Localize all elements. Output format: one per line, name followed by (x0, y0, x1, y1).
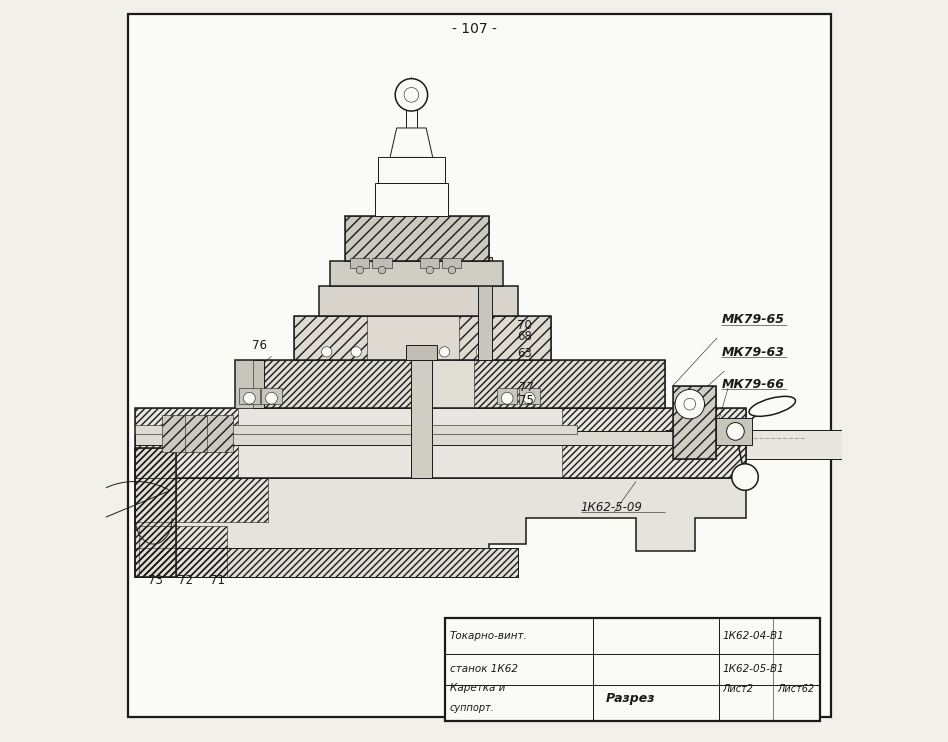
Text: 1К62-5-09: 1К62-5-09 (581, 501, 643, 513)
Text: 75: 75 (519, 394, 534, 407)
Text: МК79-63: МК79-63 (721, 346, 784, 359)
Circle shape (427, 266, 433, 274)
Circle shape (244, 393, 255, 404)
Bar (235, 360, 419, 408)
Bar (474, 360, 665, 408)
Polygon shape (390, 128, 432, 157)
Bar (519, 388, 539, 404)
Bar (406, 95, 417, 128)
Text: МК79-65: МК79-65 (721, 313, 784, 326)
Text: Лист2: Лист2 (722, 684, 754, 694)
Bar (294, 316, 367, 360)
Bar (673, 386, 716, 459)
Text: 1К62-04-В1: 1К62-04-В1 (722, 631, 784, 641)
Circle shape (395, 79, 428, 111)
Bar (350, 258, 370, 268)
Bar (162, 416, 189, 452)
Text: Каретка и: Каретка и (449, 683, 505, 693)
Text: 1К62-05-В1: 1К62-05-В1 (722, 664, 784, 674)
Text: 77: 77 (519, 381, 534, 395)
Circle shape (448, 266, 456, 274)
Bar (136, 408, 238, 478)
Bar (345, 217, 489, 260)
Circle shape (675, 390, 704, 419)
Bar (136, 448, 175, 577)
Bar (673, 386, 716, 459)
Text: 68: 68 (517, 330, 532, 343)
Bar (562, 408, 746, 478)
Bar (136, 478, 267, 522)
Circle shape (523, 393, 535, 404)
Polygon shape (235, 360, 264, 408)
Text: Разрез: Разрез (606, 692, 656, 705)
Circle shape (321, 347, 332, 357)
Bar (136, 430, 842, 459)
Bar (294, 316, 552, 360)
Bar (378, 157, 445, 183)
Bar (479, 257, 492, 360)
Bar (716, 418, 753, 444)
Bar (207, 416, 233, 452)
Ellipse shape (749, 396, 795, 416)
Circle shape (404, 88, 419, 102)
Text: МК79-66: МК79-66 (721, 378, 784, 391)
Text: 72: 72 (178, 574, 193, 588)
Bar (136, 424, 577, 433)
Circle shape (501, 393, 513, 404)
Text: 70: 70 (517, 319, 532, 332)
Bar (374, 183, 448, 217)
Text: 73: 73 (149, 574, 163, 588)
Text: Токарно-винт.: Токарно-винт. (449, 631, 527, 641)
Bar (407, 345, 437, 360)
Bar (139, 525, 228, 577)
Bar (345, 217, 489, 260)
Bar (459, 316, 552, 360)
Bar (136, 448, 175, 577)
Text: 71: 71 (210, 574, 226, 588)
Text: 63: 63 (517, 347, 532, 360)
Bar (319, 286, 519, 316)
Circle shape (351, 347, 361, 357)
Circle shape (476, 347, 486, 357)
Text: суппорт.: суппорт. (449, 703, 495, 714)
Bar (235, 360, 665, 408)
Bar (497, 388, 518, 404)
Bar (373, 258, 392, 268)
Text: - 107 -: - 107 - (451, 22, 497, 36)
Bar (136, 408, 746, 478)
Bar (420, 258, 439, 268)
Polygon shape (235, 360, 253, 408)
Circle shape (732, 464, 758, 490)
Text: станок 1К62: станок 1К62 (449, 664, 518, 674)
Bar (136, 431, 687, 444)
Bar (136, 548, 519, 577)
Text: Лист62: Лист62 (776, 684, 814, 694)
Bar (443, 258, 462, 268)
Polygon shape (136, 478, 746, 577)
Bar (136, 548, 519, 577)
Circle shape (726, 422, 744, 440)
Bar (239, 388, 260, 404)
Bar (445, 617, 820, 720)
Circle shape (378, 266, 386, 274)
Bar (411, 352, 432, 478)
Bar (261, 388, 282, 404)
Circle shape (684, 398, 696, 410)
Circle shape (356, 266, 363, 274)
Circle shape (439, 347, 449, 357)
Circle shape (265, 393, 278, 404)
Bar (185, 416, 211, 452)
Text: 76: 76 (251, 339, 266, 352)
Bar (331, 260, 503, 286)
